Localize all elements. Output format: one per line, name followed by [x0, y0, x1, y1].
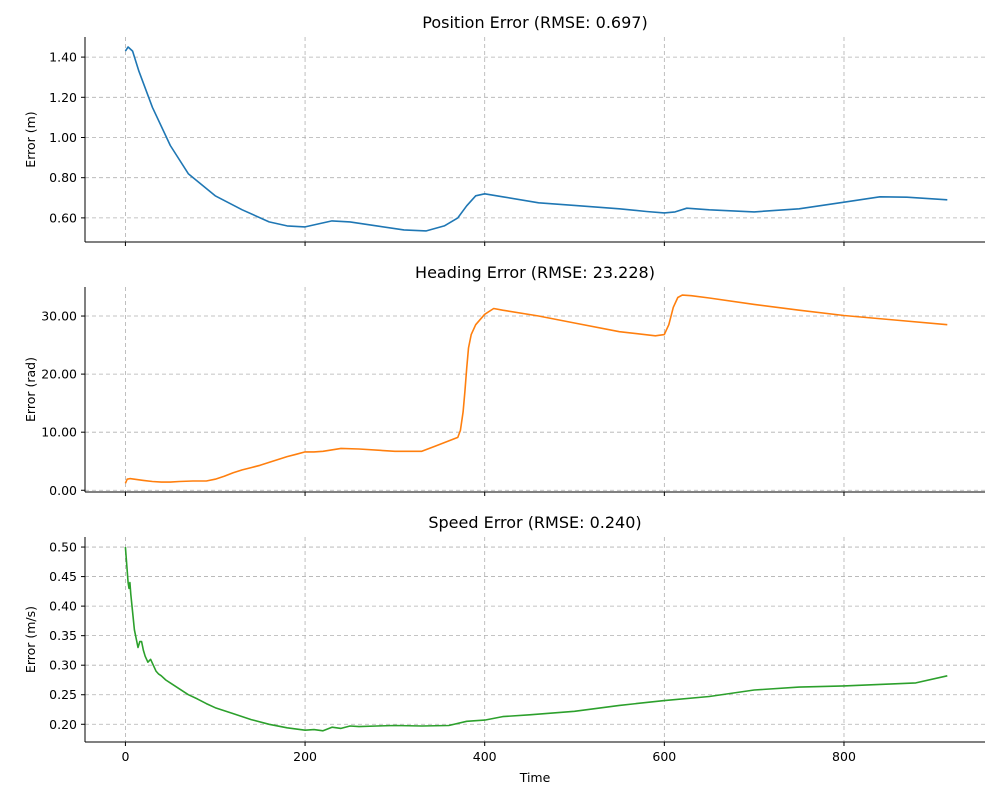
speed-error-panel: 0.20 0.25 0.30 0.35 0.40 0.45 0.50 0 200 400 600 80…	[23, 513, 985, 785]
y-tick-label: 0.60	[49, 210, 77, 225]
speed-chart-title: Speed Error (RMSE: 0.240)	[428, 513, 641, 532]
x-tick-label: 800	[832, 749, 856, 764]
position-y-axis-label: Error (m)	[23, 111, 38, 167]
x-tick-label: 400	[473, 749, 497, 764]
speed-x-axis-label: Time	[519, 770, 551, 785]
y-tick-label: 1.00	[49, 130, 77, 145]
heading-error-panel: 0.00 10.00 20.00 30.00 Heading Error (RMSE: …	[23, 263, 985, 498]
speed-error-series-line	[124, 546, 948, 732]
heading-y-axis-label: Error (rad)	[23, 357, 38, 422]
heading-error-series-line	[124, 294, 948, 484]
y-tick-label: 0.45	[49, 569, 77, 584]
heading-chart-title: Heading Error (RMSE: 23.228)	[415, 263, 655, 282]
x-tick-label: 600	[652, 749, 676, 764]
position-error-series-line	[124, 46, 948, 232]
y-tick-label: 0.00	[49, 483, 77, 498]
y-tick-label: 30.00	[41, 309, 77, 324]
y-tick-label: 10.00	[41, 425, 77, 440]
x-tick-label: 0	[121, 749, 129, 764]
y-tick-label: 0.80	[49, 170, 77, 185]
y-tick-label: 0.50	[49, 540, 77, 555]
y-tick-label: 1.20	[49, 90, 77, 105]
position-error-panel: 0.60 0.80 1.00 1.20 1.40 Position Error (RMSE…	[23, 13, 985, 246]
x-tick-label: 200	[293, 749, 317, 764]
y-tick-label: 1.40	[49, 50, 77, 65]
y-tick-label: 0.25	[49, 687, 77, 702]
y-tick-label: 20.00	[41, 367, 77, 382]
y-tick-label: 0.35	[49, 628, 77, 643]
y-tick-label: 0.20	[49, 717, 77, 732]
y-tick-label: 0.30	[49, 658, 77, 673]
position-chart-title: Position Error (RMSE: 0.697)	[422, 13, 647, 32]
speed-y-axis-label: Error (m/s)	[23, 606, 38, 673]
y-tick-label: 0.40	[49, 599, 77, 614]
